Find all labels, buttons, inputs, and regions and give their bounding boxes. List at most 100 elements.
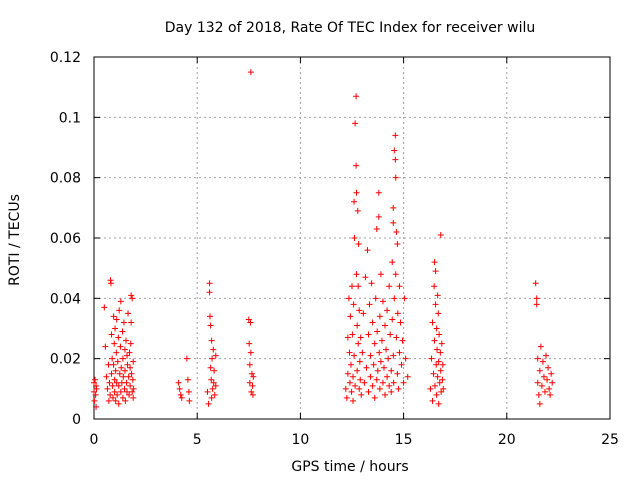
data-point	[433, 361, 440, 368]
data-point	[247, 349, 254, 356]
data-point	[206, 280, 213, 287]
data-point	[121, 367, 128, 374]
data-point	[250, 373, 257, 380]
data-point	[350, 397, 357, 404]
data-point	[396, 283, 403, 290]
data-point	[390, 219, 397, 226]
data-point	[91, 388, 97, 395]
data-point	[546, 385, 553, 392]
data-point	[176, 385, 183, 392]
data-point	[373, 376, 380, 383]
data-point	[116, 307, 123, 314]
data-point	[110, 313, 117, 320]
x-tick-label: 15	[395, 432, 413, 448]
data-point	[344, 370, 351, 377]
data-point	[543, 352, 550, 359]
data-point	[207, 322, 214, 329]
data-point	[354, 322, 361, 329]
x-tick-label: 0	[90, 432, 99, 448]
data-point	[548, 370, 555, 377]
data-point	[351, 235, 358, 241]
data-point	[246, 340, 253, 347]
data-point	[113, 349, 120, 356]
data-point	[353, 189, 360, 196]
data-point	[375, 213, 382, 220]
data-point	[434, 292, 441, 299]
data-point	[361, 379, 368, 386]
data-point	[107, 391, 114, 398]
data-point	[397, 319, 404, 326]
data-point	[116, 370, 123, 377]
data-point	[92, 376, 99, 383]
data-point	[113, 316, 120, 323]
data-point	[101, 304, 108, 311]
data-point	[385, 355, 392, 362]
data-point	[208, 337, 215, 344]
data-point	[358, 391, 365, 398]
data-point	[376, 349, 383, 356]
data-point	[247, 319, 254, 326]
data-point	[342, 385, 349, 392]
data-point	[534, 379, 541, 386]
y-tick-label: 0.04	[50, 291, 81, 307]
data-point	[349, 331, 356, 338]
grid-layer	[94, 57, 610, 419]
data-point	[355, 340, 362, 347]
data-point	[371, 340, 378, 347]
data-point	[102, 343, 109, 350]
data-point	[365, 331, 372, 338]
data-point	[125, 373, 132, 380]
data-point	[111, 388, 118, 395]
data-point	[377, 271, 384, 278]
data-point	[245, 316, 252, 323]
data-point	[109, 355, 116, 362]
data-point	[354, 207, 361, 214]
data-point	[183, 355, 190, 362]
y-tick-label: 0.12	[50, 50, 81, 66]
data-point	[394, 241, 401, 248]
data-point	[429, 319, 436, 326]
data-point	[367, 373, 374, 380]
data-point	[436, 331, 443, 338]
data-point	[389, 316, 396, 323]
data-point	[541, 388, 548, 395]
data-point	[205, 400, 212, 407]
data-point	[431, 259, 438, 266]
data-point	[369, 319, 376, 326]
data-point	[434, 346, 441, 353]
data-point	[436, 379, 443, 386]
data-point	[175, 379, 182, 386]
data-point	[112, 397, 119, 404]
data-point	[356, 358, 363, 365]
data-point	[382, 391, 389, 398]
data-point	[91, 397, 98, 404]
data-point	[374, 367, 381, 374]
data-point	[115, 400, 122, 407]
data-point	[390, 204, 397, 211]
data-point	[122, 337, 129, 344]
y-tick-label: 0	[72, 412, 81, 428]
data-point	[105, 361, 112, 368]
data-point	[376, 313, 383, 320]
data-point	[536, 367, 543, 374]
data-point	[353, 162, 360, 169]
data-point	[430, 370, 437, 377]
data-point	[364, 247, 371, 254]
data-point	[435, 310, 442, 317]
data-point	[117, 388, 124, 395]
data-point	[249, 391, 256, 398]
data-point	[394, 310, 401, 317]
data-point	[126, 391, 133, 398]
data-point	[359, 349, 366, 356]
data-point	[386, 283, 393, 290]
data-point	[394, 370, 401, 377]
data-point	[115, 382, 122, 389]
data-point	[395, 385, 402, 392]
data-point	[437, 231, 444, 238]
data-point	[124, 361, 131, 368]
data-point	[437, 349, 444, 356]
data-point	[129, 295, 136, 302]
data-point	[109, 394, 116, 401]
data-point	[118, 364, 125, 371]
data-point	[204, 388, 211, 395]
